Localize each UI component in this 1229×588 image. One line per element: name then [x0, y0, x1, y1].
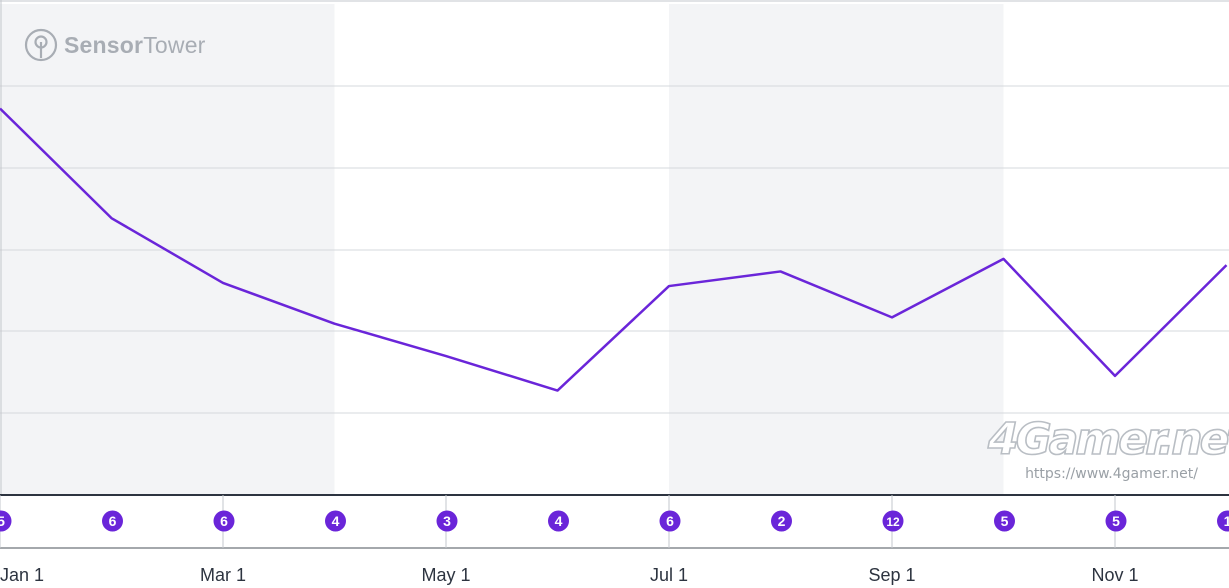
data-point-10: [1112, 373, 1118, 379]
event-marker-circle: [882, 510, 904, 532]
x-tick-label: Mar 1: [200, 565, 246, 585]
brand-name-light: Tower: [143, 31, 206, 58]
event-marker[interactable]: 5: [994, 510, 1015, 532]
event-marker-count: 5: [1112, 513, 1120, 529]
x-tick-label: Jan 1: [0, 565, 44, 585]
event-marker-circle: [548, 510, 569, 532]
data-point-1: [109, 215, 115, 221]
event-markers[interactable]: 5 6 6 4 3 4 6 2 12 5 5 1: [0, 510, 1229, 532]
event-marker-count: 4: [332, 513, 340, 529]
event-marker-count: 2: [778, 513, 786, 529]
event-marker-circle: [213, 510, 235, 532]
event-marker[interactable]: 1: [1217, 510, 1229, 532]
event-marker-circle: [771, 510, 792, 532]
event-marker-count: 6: [109, 513, 117, 529]
event-marker-count: 6: [220, 513, 228, 529]
event-marker[interactable]: 5: [0, 510, 12, 532]
event-marker[interactable]: 2: [771, 510, 792, 532]
brand-name-bold: Sensor: [64, 31, 144, 58]
sensortower-antenna-icon: [24, 28, 58, 62]
x-tick-labels: Jan 1 Mar 1 May 1 Jul 1 Sep 1 Nov 1: [0, 565, 1139, 585]
x-tick-label: Sep 1: [868, 565, 915, 585]
event-marker-count: 12: [886, 515, 900, 529]
watermark-url: https://www.4gamer.net/: [1025, 466, 1198, 482]
event-marker-circle: [994, 510, 1015, 532]
watermark-logo: 4Gamer.net: [987, 414, 1229, 465]
event-marker[interactable]: 6: [659, 510, 681, 532]
data-point-4: [443, 353, 449, 359]
event-marker[interactable]: 4: [548, 510, 569, 532]
event-marker-count: 1: [1224, 513, 1229, 529]
x-tick-label: May 1: [421, 565, 470, 585]
series-line: [0, 107, 1228, 392]
event-marker-circle: [1105, 510, 1127, 532]
event-marker[interactable]: 4: [325, 510, 346, 532]
event-marker-circle: [1217, 510, 1229, 532]
event-marker-count: 4: [555, 513, 563, 529]
x-tick-label: Jul 1: [650, 565, 688, 585]
event-marker-count: 6: [666, 513, 674, 529]
event-marker-count: 5: [1001, 513, 1009, 529]
grid-lines: [0, 85, 1229, 414]
series-line-path: [0, 107, 1228, 392]
event-marker-circle: [659, 510, 681, 532]
data-point-9: [1001, 256, 1007, 262]
data-point-5: [555, 388, 561, 394]
event-marker-count: 5: [0, 513, 5, 529]
event-marker[interactable]: 3: [436, 510, 458, 532]
x-tick-label: Nov 1: [1091, 565, 1138, 585]
event-marker[interactable]: 6: [102, 510, 123, 532]
watermark: 4Gamer.net https://www.4gamer.net/: [987, 414, 1229, 482]
event-marker[interactable]: 6: [213, 510, 235, 532]
event-marker[interactable]: 12: [882, 510, 904, 532]
data-point-2: [220, 280, 226, 286]
data-point-6: [666, 283, 672, 289]
data-point-8: [889, 314, 895, 320]
event-marker-count: 3: [443, 513, 451, 529]
brand-name: SensorTower: [64, 32, 206, 59]
event-marker-circle: [325, 510, 346, 532]
data-point-7: [778, 268, 784, 274]
event-marker-circle: [0, 510, 12, 532]
event-marker[interactable]: 5: [1105, 510, 1127, 532]
data-point-3: [332, 321, 338, 327]
event-marker-circle: [436, 510, 458, 532]
brand-logo: SensorTower: [24, 28, 206, 62]
event-marker-circle: [102, 510, 123, 532]
